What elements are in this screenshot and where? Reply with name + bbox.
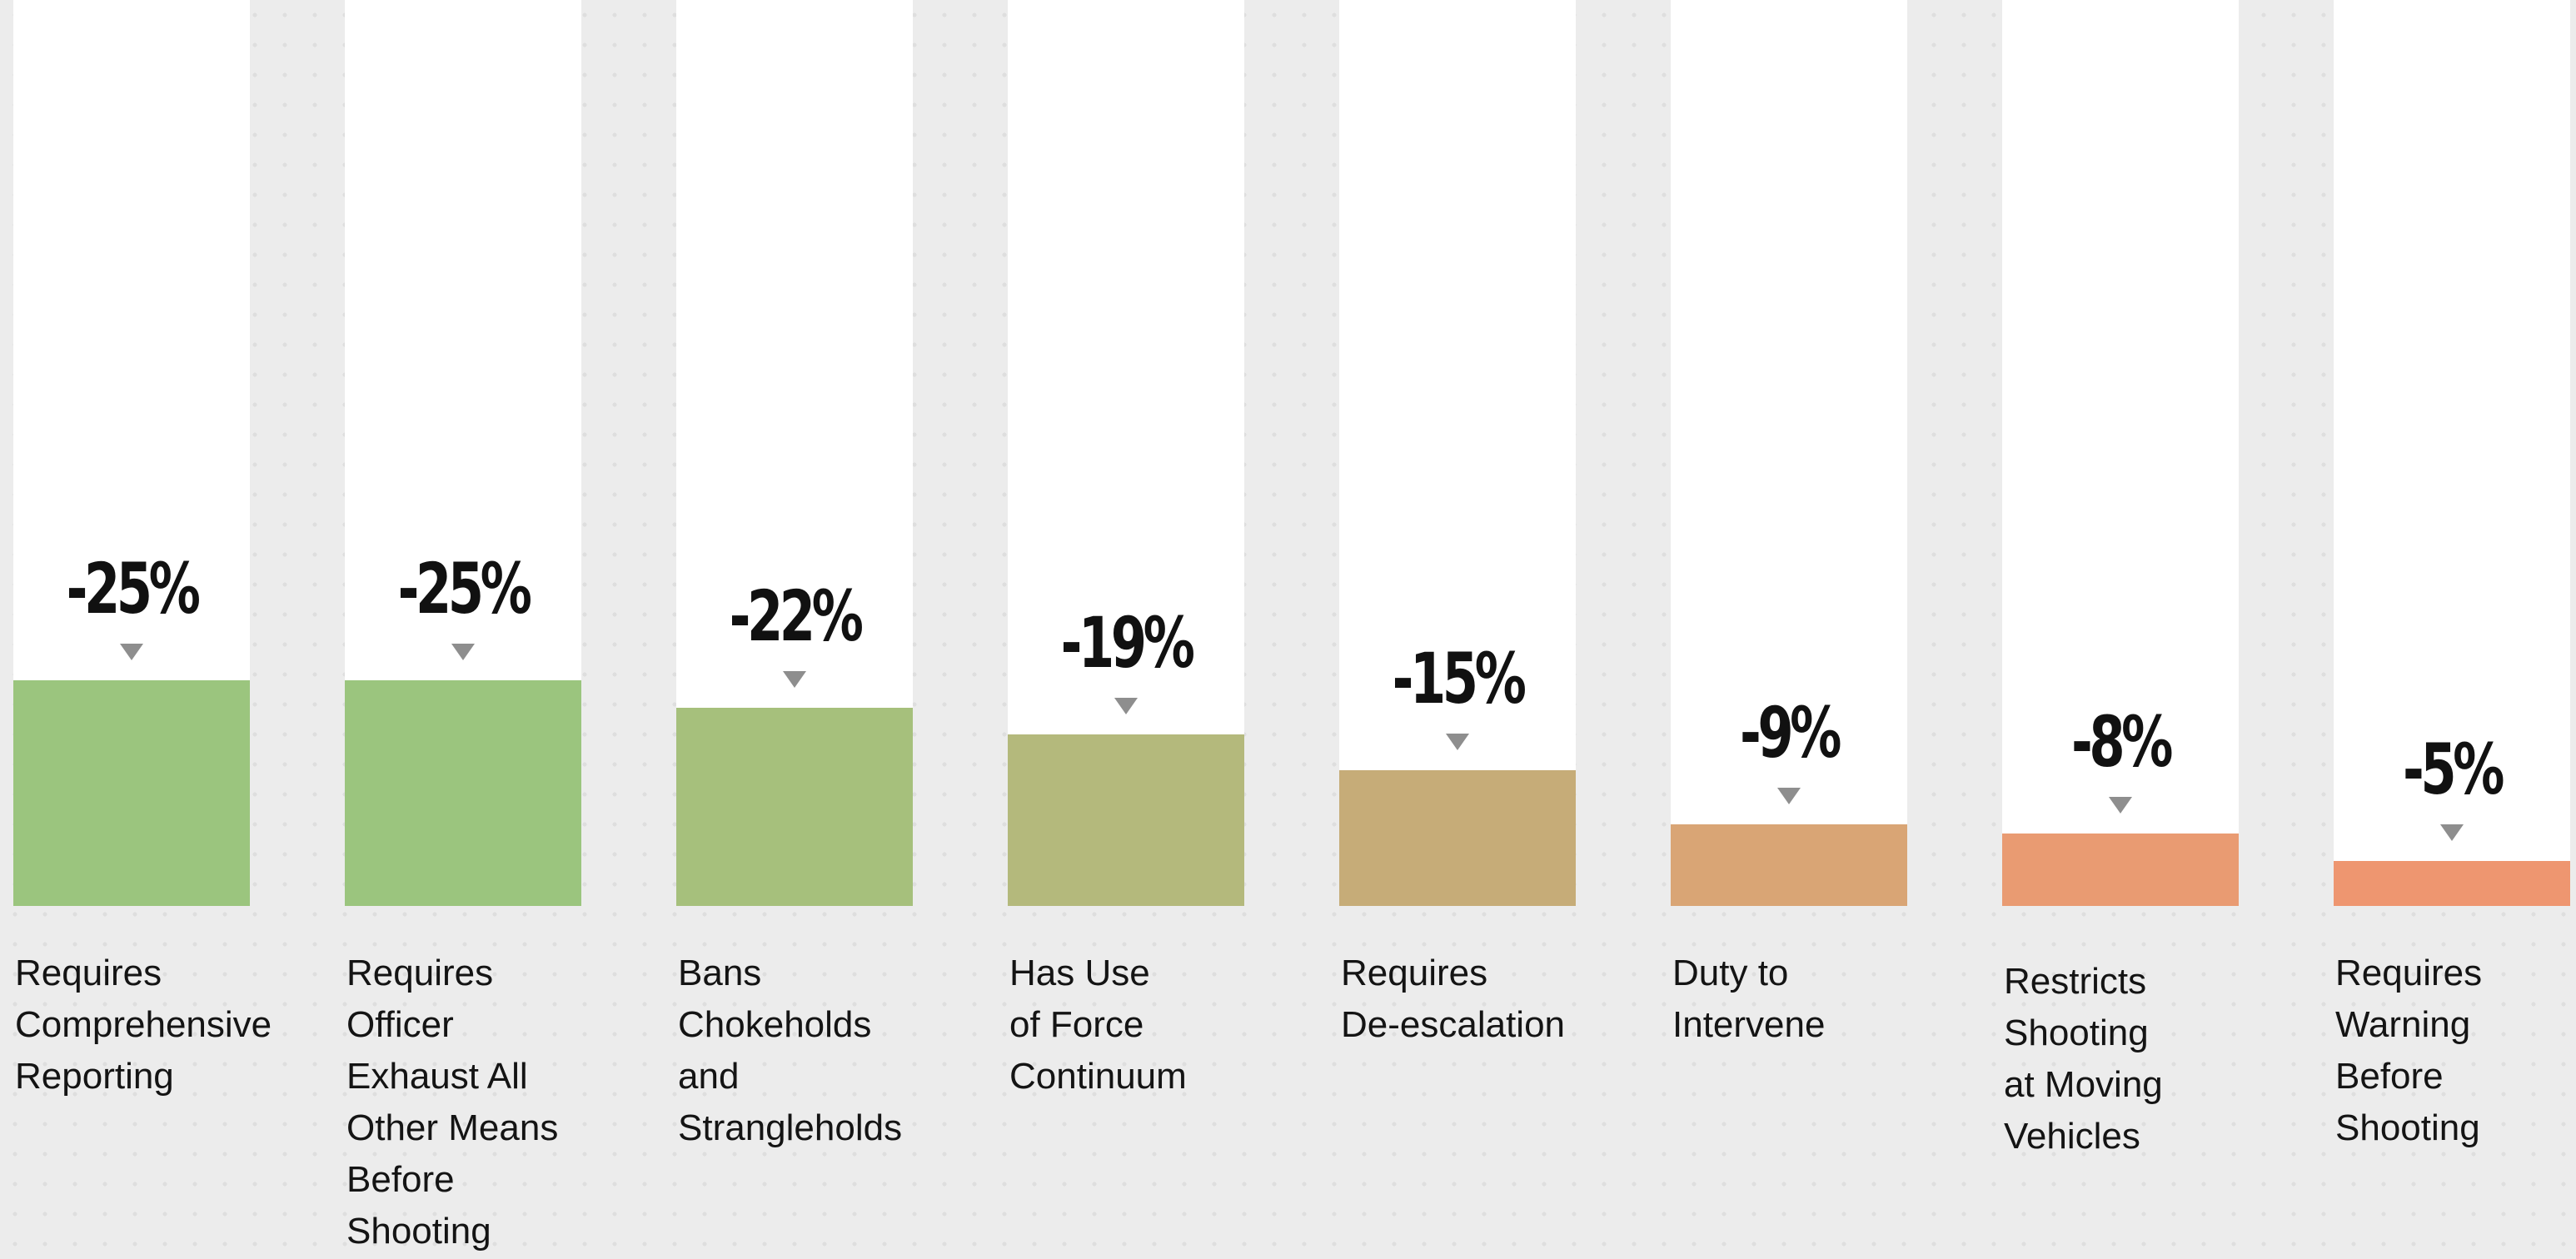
category-label: Restricts Shooting at Moving Vehicles bbox=[2004, 961, 2163, 1157]
category-label: Has Use of Force Continuum bbox=[1009, 953, 1187, 1097]
category-label: Bans Chokeholds and Strangleholds bbox=[678, 953, 903, 1148]
bar bbox=[1339, 770, 1576, 906]
bar-column: -8% bbox=[2002, 0, 2239, 906]
value-label: -5% bbox=[2402, 729, 2504, 810]
bar-column: -15% bbox=[1339, 0, 1576, 906]
value-label: -22% bbox=[729, 575, 864, 657]
bar bbox=[1671, 824, 1907, 906]
value-label: -25% bbox=[397, 548, 532, 630]
value-label: -15% bbox=[1392, 638, 1527, 719]
category-label: Requires Warning Before Shooting bbox=[2335, 953, 2483, 1148]
bar-column: -22% bbox=[676, 0, 913, 906]
value-label: -19% bbox=[1060, 602, 1195, 684]
category-label: Requires Officer Exhaust All Other Means… bbox=[346, 953, 559, 1252]
bar-column: -5% bbox=[2334, 0, 2570, 906]
bar-column: -9% bbox=[1671, 0, 1907, 906]
bar bbox=[345, 680, 581, 906]
bar-column: -25% bbox=[13, 0, 250, 906]
bar bbox=[1008, 734, 1244, 906]
value-label: -9% bbox=[1739, 692, 1841, 774]
triangle-marker-icon bbox=[120, 644, 143, 660]
bar-column: -25% bbox=[345, 0, 581, 906]
triangle-marker-icon bbox=[2109, 797, 2132, 814]
triangle-marker-icon bbox=[1114, 698, 1138, 714]
category-label: Requires De-escalation bbox=[1341, 953, 1566, 1045]
bar bbox=[676, 708, 913, 906]
value-label: -8% bbox=[2070, 701, 2173, 783]
category-label: Requires Comprehensive Reporting bbox=[15, 953, 272, 1097]
bar bbox=[2334, 861, 2570, 906]
bar-column: -19% bbox=[1008, 0, 1244, 906]
triangle-marker-icon bbox=[451, 644, 475, 660]
triangle-marker-icon bbox=[783, 671, 806, 688]
value-label: -25% bbox=[66, 548, 201, 630]
bar bbox=[2002, 834, 2239, 906]
bar bbox=[13, 680, 250, 906]
triangle-marker-icon bbox=[1777, 788, 1801, 804]
triangle-marker-icon bbox=[2440, 824, 2464, 841]
category-label: Duty to Intervene bbox=[1672, 953, 1826, 1045]
triangle-marker-icon bbox=[1446, 734, 1469, 750]
